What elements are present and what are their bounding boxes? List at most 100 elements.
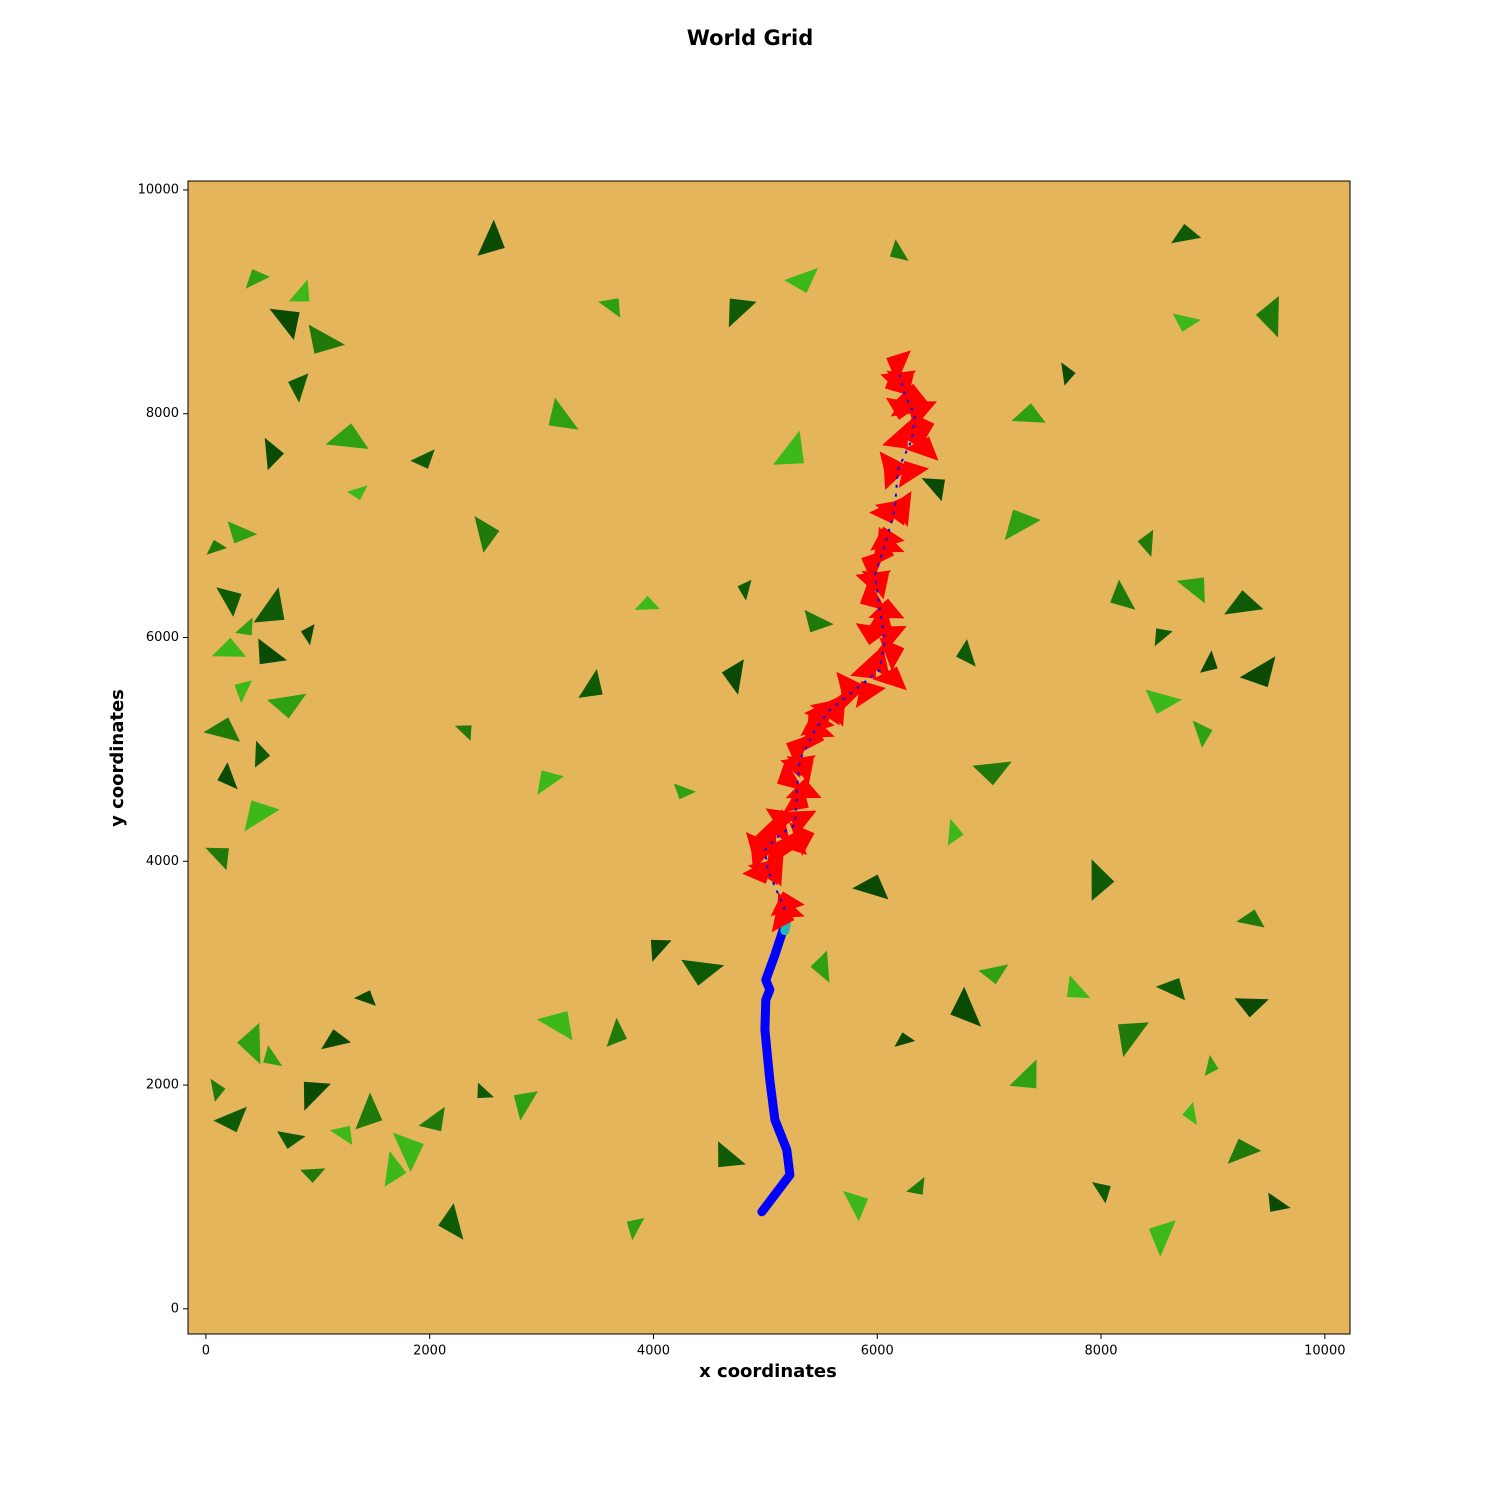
x-axis-label: x coordinates xyxy=(699,1361,837,1382)
vegetation-triangle xyxy=(921,478,945,502)
vegetation-triangle xyxy=(650,939,672,962)
vegetation-triangle xyxy=(673,783,696,800)
vegetation-triangle xyxy=(288,373,309,403)
vegetation-triangle xyxy=(1061,362,1076,386)
vegetation-triangle xyxy=(894,1032,916,1047)
vegetation-triangle xyxy=(253,587,285,623)
vegetation-triangle xyxy=(300,624,315,646)
planned-triangle xyxy=(877,526,905,553)
planned-triangle xyxy=(780,755,816,778)
vegetation-triangle xyxy=(392,1132,424,1172)
planned-triangle xyxy=(890,491,912,527)
planned-triangle xyxy=(898,460,929,488)
vegetation-triangle xyxy=(548,397,579,430)
vegetation-triangle xyxy=(235,617,253,636)
vegetation-triangle xyxy=(384,1151,407,1187)
planned-triangle xyxy=(879,637,905,671)
vegetation-triangle xyxy=(205,847,229,871)
x-tick-label: 6000 xyxy=(861,1344,894,1359)
vegetation-triangle xyxy=(1227,1138,1262,1164)
vegetation-triangle xyxy=(804,609,834,633)
vegetation-triangle xyxy=(626,1218,645,1241)
y-tick-label: 6000 xyxy=(146,630,179,645)
planned-triangle xyxy=(882,421,909,449)
vegetation-triangle xyxy=(718,1141,746,1168)
vegetation-triangle xyxy=(978,964,1009,985)
planned-triangle xyxy=(836,671,869,697)
vegetation-triangle xyxy=(1204,1054,1219,1076)
planned-triangle xyxy=(890,386,917,417)
vegetation-triangle xyxy=(1255,296,1279,338)
vegetation-triangle xyxy=(277,1131,306,1149)
vegetation-triangle xyxy=(477,1082,494,1099)
vegetation-triangle xyxy=(606,1017,627,1047)
vegetation-triangle xyxy=(1110,579,1136,610)
vegetation-triangle xyxy=(1155,978,1186,1001)
x-tick-label: 8000 xyxy=(1084,1344,1117,1359)
vegetation-triangle xyxy=(1118,1022,1149,1058)
y-tick-label: 8000 xyxy=(146,406,179,421)
y-tick-label: 0 xyxy=(171,1301,179,1316)
vegetation-triangle xyxy=(245,269,270,289)
vegetation-triangle xyxy=(1091,1182,1111,1204)
vegetation-triangle xyxy=(258,638,287,665)
vegetation-triangle xyxy=(353,990,376,1006)
vegetation-triangle xyxy=(227,521,258,544)
vegetation-triangle xyxy=(1145,689,1182,714)
planned-triangle xyxy=(750,816,777,844)
vegetation-triangle xyxy=(308,324,345,354)
vegetation-triangle xyxy=(1091,859,1115,901)
vegetation-triangle xyxy=(244,800,280,832)
vegetation-triangle xyxy=(513,1091,538,1121)
vegetation-triangle xyxy=(1172,313,1201,332)
vegetation-triangle xyxy=(300,1168,326,1183)
y-axis-label: y coordinates xyxy=(107,689,128,827)
vegetation-triangle xyxy=(206,539,228,555)
vegetation-triangle xyxy=(784,267,819,293)
path-line xyxy=(757,920,795,1217)
vegetation-triangle xyxy=(477,219,505,256)
vegetation-triangle xyxy=(950,986,982,1027)
vegetation-triangle xyxy=(1009,1059,1037,1089)
vegetation-triangle xyxy=(213,1106,247,1133)
vegetation-triangle xyxy=(210,1078,226,1102)
planned-triangle xyxy=(855,680,886,708)
y-tick-label: 10000 xyxy=(138,182,179,197)
vegetation-triangle xyxy=(1148,1220,1176,1257)
plot-frame xyxy=(187,180,1351,1335)
plot-area xyxy=(203,219,1291,1257)
vegetation-triangle xyxy=(956,639,976,667)
vegetation-triangle xyxy=(355,1092,383,1130)
planned-triangle xyxy=(909,411,935,446)
vegetation-triangle xyxy=(254,740,271,768)
vegetation-triangle xyxy=(906,1177,925,1195)
plot-background xyxy=(188,181,1350,1334)
vegetation-triangle xyxy=(1137,529,1154,557)
vegetation-triangle xyxy=(810,950,830,983)
x-tick-label: 10000 xyxy=(1304,1344,1345,1359)
planned-triangle xyxy=(789,822,815,856)
vegetation-triangle xyxy=(852,874,889,900)
vegetation-triangle xyxy=(263,1045,283,1067)
planned-triangle xyxy=(866,600,892,632)
vegetation-triangle xyxy=(537,770,564,795)
vegetation-triangle xyxy=(1182,1101,1197,1125)
vegetation-triangle xyxy=(216,587,242,617)
vegetation-triangle xyxy=(1268,1192,1291,1212)
vegetation-triangle xyxy=(972,761,1012,786)
vegetation-triangle xyxy=(1066,975,1091,999)
vegetation-triangle xyxy=(728,298,757,328)
vegetation-triangle xyxy=(347,485,368,500)
planned-triangle xyxy=(777,892,805,918)
vegetation-triangle xyxy=(203,717,241,742)
vegetation-triangle xyxy=(217,762,238,790)
vegetation-triangle xyxy=(1154,628,1173,647)
vegetation-triangle xyxy=(410,449,435,469)
vegetation-triangle xyxy=(1200,650,1218,673)
vegetation-triangle xyxy=(634,595,660,610)
x-tick-label: 4000 xyxy=(637,1344,670,1359)
planned-triangle xyxy=(825,691,846,727)
vegetation-triangle xyxy=(303,1081,331,1111)
planned-triangle xyxy=(886,350,911,384)
vegetation-triangle xyxy=(1236,909,1265,928)
